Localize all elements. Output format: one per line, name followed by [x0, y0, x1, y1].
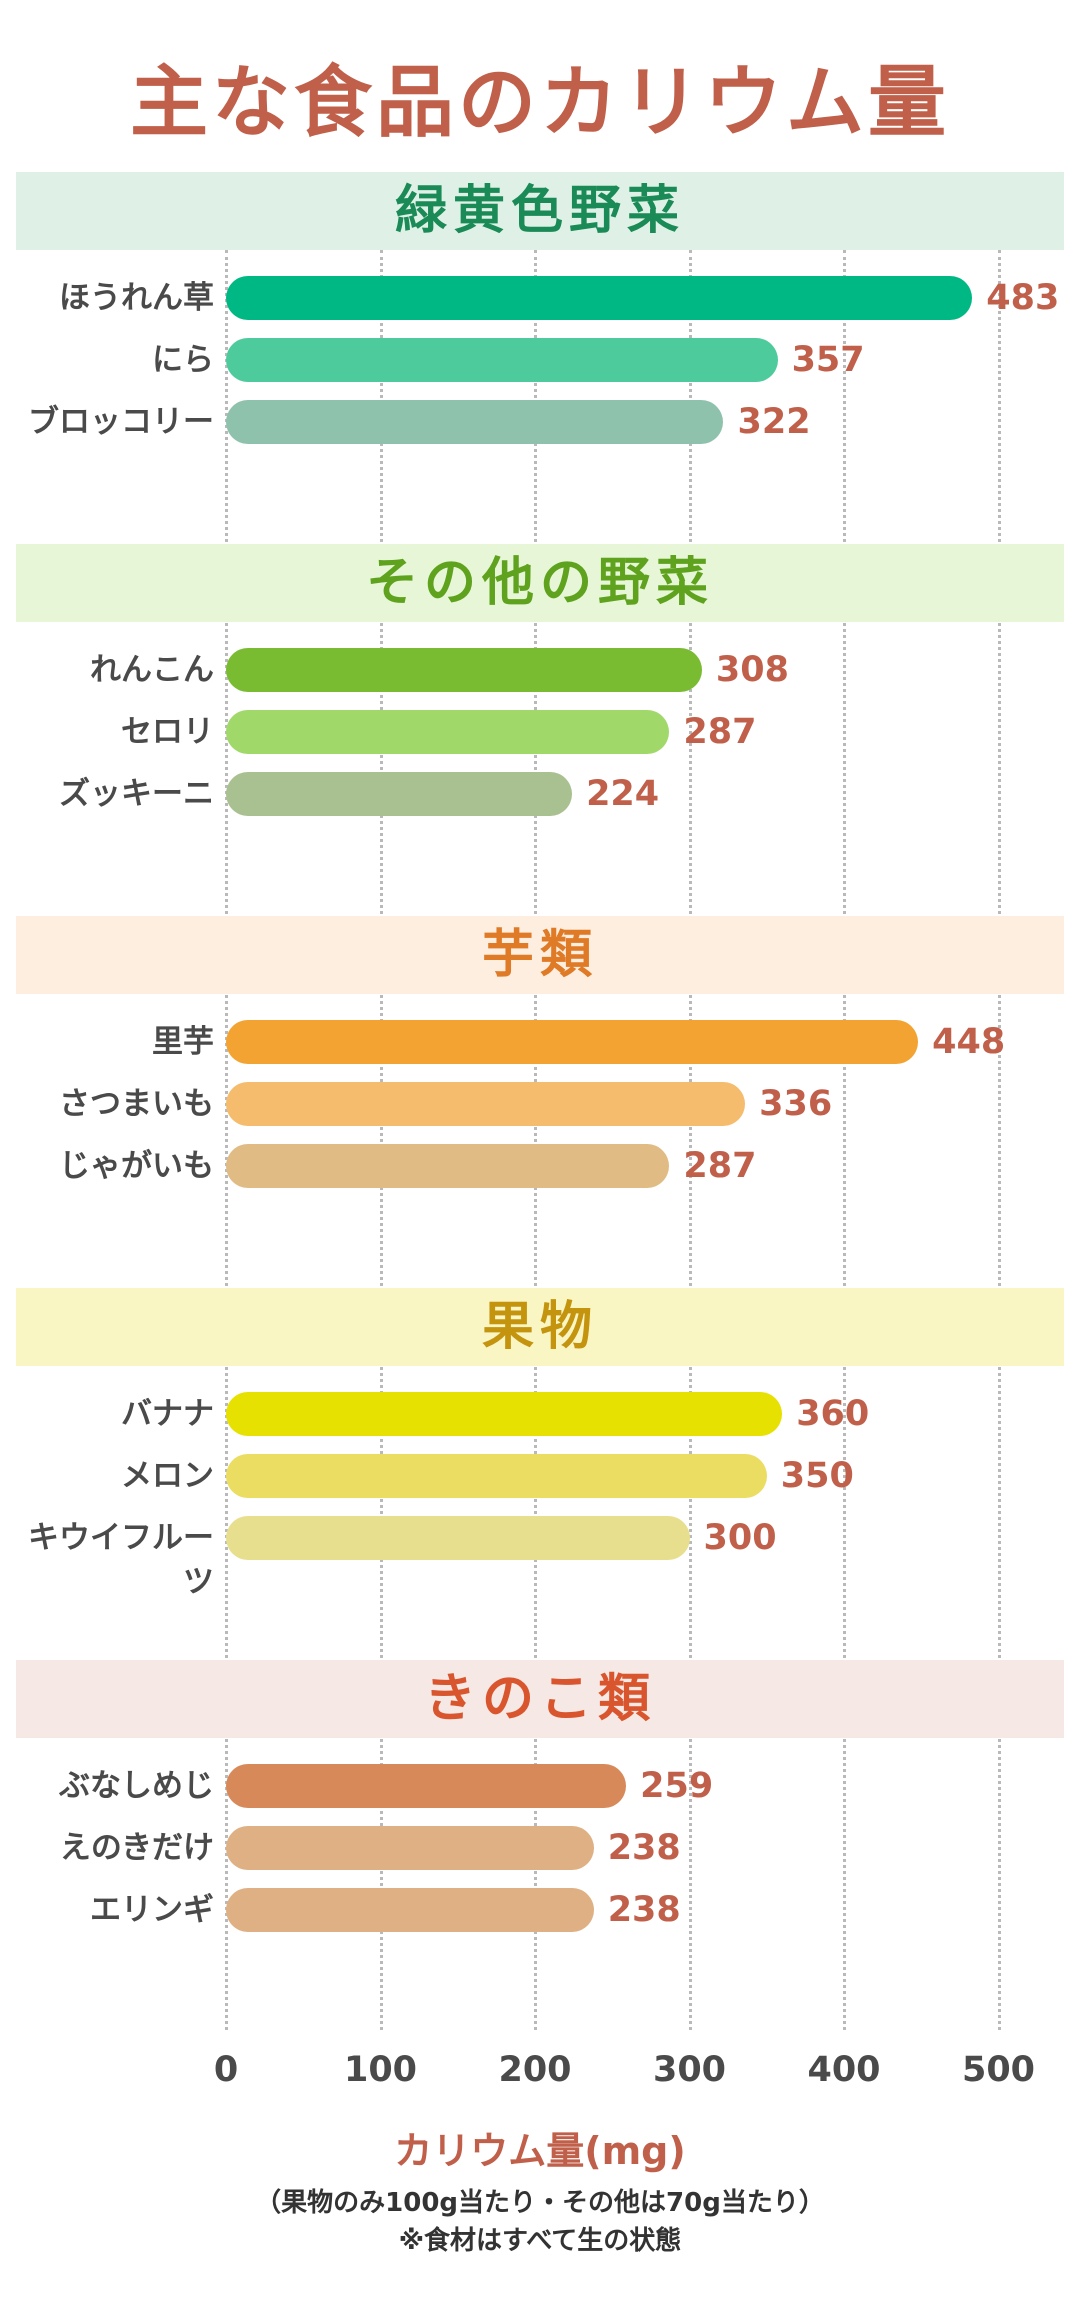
value-label: 224 — [586, 774, 660, 814]
value-label: 300 — [703, 1518, 777, 1558]
x-tick-label: 400 — [807, 2050, 881, 2090]
value-label: 238 — [607, 1828, 681, 1868]
gridline — [997, 250, 1001, 2030]
category-label: じゃがいも — [59, 1148, 214, 1184]
chart-title: 主な食品のカリウム量 — [129, 58, 950, 148]
category-label: キウイフルーツ — [28, 1520, 214, 1600]
x-tick-label: 200 — [498, 2050, 572, 2090]
x-axis-label: カリウム量(mg) — [394, 2129, 686, 2173]
gridline — [379, 250, 383, 2030]
bar — [226, 1888, 594, 1932]
bar — [226, 1144, 670, 1188]
category-label: えのきだけ — [59, 1830, 214, 1866]
x-tick-label: 0 — [213, 2050, 239, 2090]
group-band — [16, 172, 1064, 250]
category-label: 里芋 — [152, 1024, 214, 1060]
category-label: ブロッコリー — [28, 404, 214, 440]
category-label: バナナ — [121, 1396, 214, 1432]
group-title: 緑黄色野菜 — [394, 181, 685, 241]
group-title: 果物 — [481, 1297, 598, 1357]
bar — [226, 400, 724, 444]
category-label: セロリ — [121, 714, 214, 750]
bar — [226, 1826, 594, 1870]
value-label: 336 — [759, 1084, 833, 1124]
value-label: 259 — [640, 1766, 714, 1806]
gridline — [843, 250, 846, 2030]
bar — [226, 338, 778, 382]
value-label: 357 — [791, 340, 865, 380]
value-label: 483 — [986, 278, 1060, 318]
bar — [226, 276, 973, 320]
category-label: れんこん — [90, 652, 214, 688]
category-label: ほうれん草 — [59, 280, 214, 316]
bar — [226, 772, 573, 816]
x-tick-label: 300 — [652, 2050, 727, 2090]
category-label: さつまいも — [59, 1086, 214, 1122]
value-label: 287 — [683, 1146, 757, 1186]
group-band — [16, 1288, 1064, 1366]
note-line-2: ※食材はすべて生の状態 — [398, 2226, 682, 2256]
bar — [226, 1764, 627, 1808]
bar — [226, 1516, 690, 1560]
group-title: その他の野菜 — [365, 553, 714, 613]
value-label: 308 — [715, 650, 789, 690]
x-tick-label: 100 — [343, 2050, 418, 2090]
category-label: ズッキーニ — [59, 776, 214, 812]
gridline — [534, 250, 537, 2030]
bar — [226, 1454, 767, 1498]
bar — [226, 1082, 746, 1126]
bar — [226, 1392, 783, 1436]
group-band — [16, 544, 1064, 622]
group-band — [16, 1660, 1064, 1738]
category-label: ぶなしめじ — [59, 1768, 214, 1804]
group-title: 芋類 — [481, 925, 598, 985]
x-tick-label: 500 — [961, 2050, 1036, 2090]
gridline — [225, 250, 228, 2030]
note-line-1: （果物のみ100g当たり・その他は70g当たり） — [255, 2188, 825, 2218]
category-label: メロン — [121, 1458, 214, 1494]
group-title: きのこ類 — [423, 1669, 656, 1729]
category-label: エリンギ — [90, 1892, 214, 1928]
bar — [226, 710, 670, 754]
value-label: 287 — [683, 712, 757, 752]
category-label: にら — [152, 342, 214, 378]
group-band — [16, 916, 1064, 994]
value-label: 322 — [737, 402, 811, 442]
gridline — [688, 250, 692, 2030]
bar — [226, 648, 702, 692]
value-label: 238 — [607, 1890, 681, 1930]
value-label: 360 — [796, 1394, 870, 1434]
bar — [226, 1020, 919, 1064]
value-label: 448 — [932, 1022, 1006, 1062]
value-label: 350 — [780, 1456, 854, 1496]
